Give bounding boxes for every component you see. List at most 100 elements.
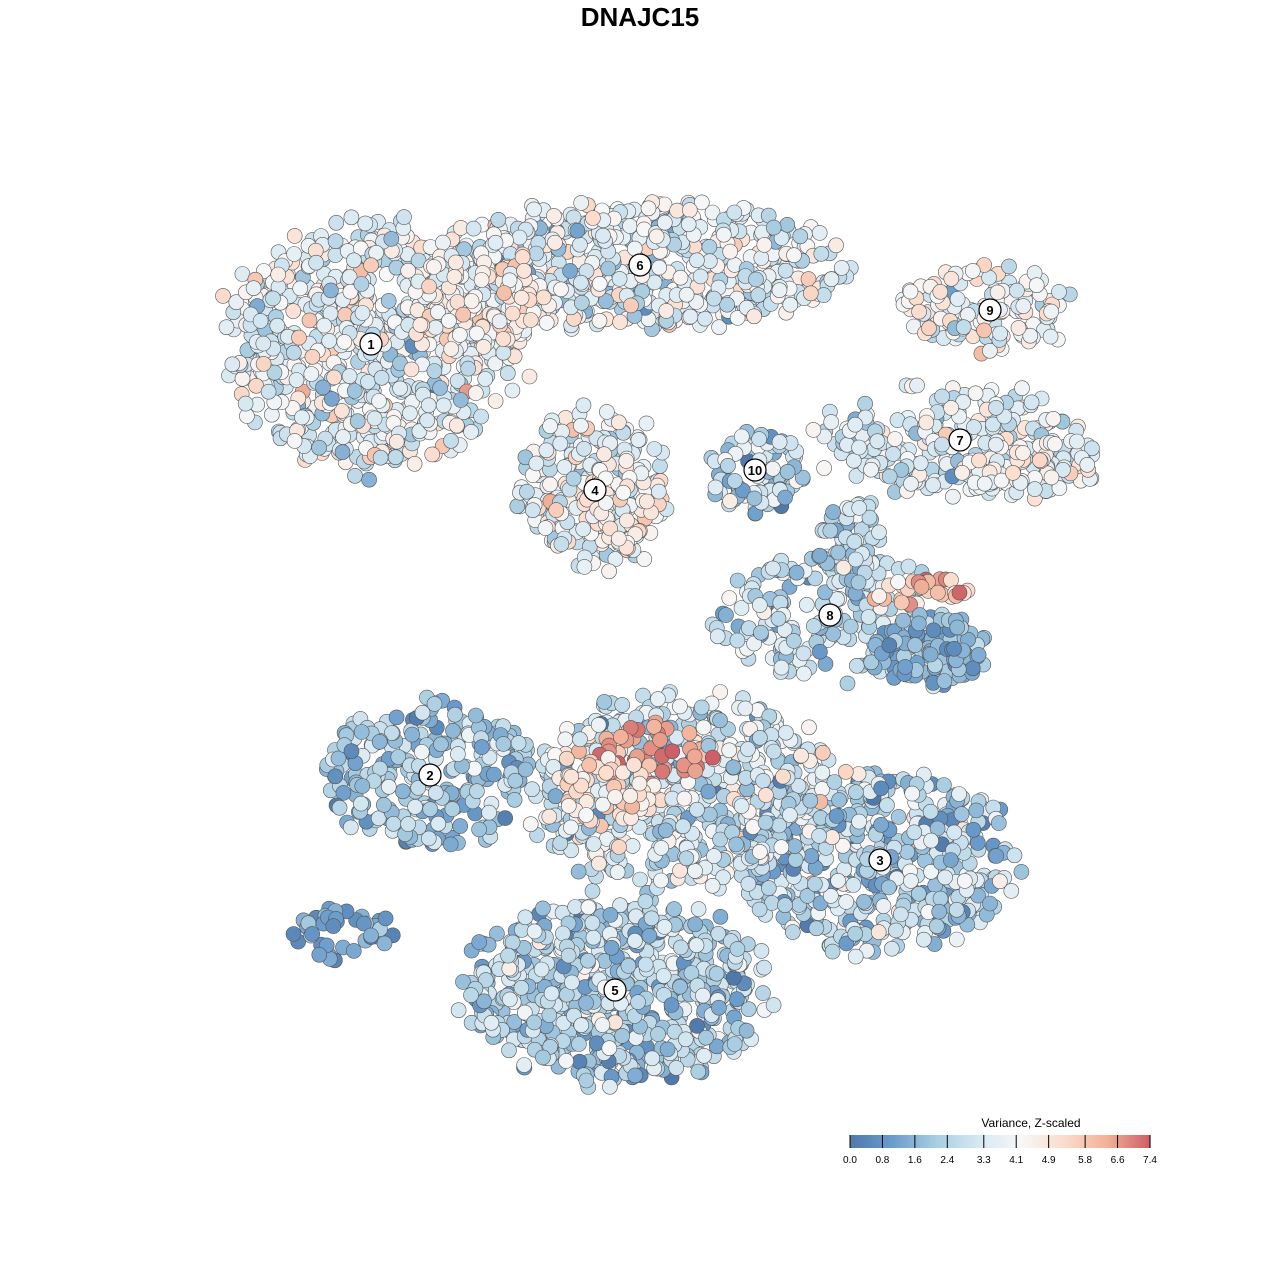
data-point [598,293,614,309]
data-point [915,931,932,948]
data-point [650,1026,666,1042]
data-point [805,422,822,438]
data-point [720,457,736,474]
data-point [658,303,675,319]
legend-tick-label: 4.9 [1042,1155,1056,1166]
data-point [336,334,353,350]
data-point [375,797,392,813]
data-point [883,940,900,957]
data-point [869,433,886,450]
data-point [451,327,468,343]
data-point [890,574,906,590]
data-point [500,947,516,964]
data-point [487,355,504,372]
data-point [269,317,286,334]
data-point [496,285,512,301]
cluster-label-text: 2 [426,768,433,783]
data-point [738,1022,755,1039]
data-point [327,768,344,785]
cluster-label-text: 1 [367,337,374,352]
data-point [910,885,927,902]
data-point [345,943,362,959]
data-point [922,646,939,663]
data-point [573,195,590,211]
data-point [785,633,802,649]
data-point [353,724,370,740]
data-point [347,467,363,484]
data-point [846,533,863,550]
data-point [304,348,321,365]
data-point [893,462,910,478]
data-point [573,1017,590,1033]
data-point [380,293,397,309]
data-point [452,392,469,408]
cluster-label-text: 4 [591,483,599,498]
data-point [353,276,370,292]
data-point [970,647,987,663]
data-point [487,234,504,251]
data-point [473,408,489,425]
data-point [678,286,695,303]
data-point [956,873,973,889]
data-point [1079,456,1096,473]
data-point [346,252,362,269]
data-point [683,965,700,981]
data-point [346,383,363,399]
data-point [756,959,772,976]
cluster-label-text: 7 [956,433,963,448]
data-point [651,259,668,276]
data-point [471,821,487,838]
data-point [516,262,532,279]
data-point [504,382,521,399]
data-point [522,312,539,328]
data-point [697,310,713,327]
data-point [880,879,897,896]
data-point [584,883,601,899]
data-point [341,269,358,285]
data-point [851,439,867,456]
data-point [873,816,889,833]
data-point [603,939,620,956]
data-point [489,925,505,942]
data-point [817,584,833,601]
legend-tick-label: 0.0 [843,1155,857,1166]
data-point [580,899,597,916]
data-point [830,872,846,889]
data-point [245,280,262,297]
data-point [909,377,925,394]
data-point [607,1014,624,1031]
data-point [824,829,840,846]
data-point [773,230,790,246]
data-point [1045,410,1062,427]
data-point [954,464,970,481]
cluster-label-3: 3 [868,848,892,872]
data-point [775,768,791,785]
data-point [793,747,809,764]
data-point [475,339,492,355]
data-point [740,1001,757,1018]
data-point [467,707,484,724]
data-point [910,615,927,632]
data-point [514,249,531,265]
data-point [881,468,898,485]
data-point [900,558,917,575]
data-point [380,778,397,795]
data-point [788,564,805,581]
cluster-label-10: 10 [743,458,767,482]
data-point [706,290,722,307]
data-point [1084,440,1100,457]
data-point [756,237,773,253]
data-point [689,1018,705,1034]
data-point [815,287,832,303]
data-point [224,356,241,373]
data-point [602,1079,618,1095]
data-point [270,266,287,283]
data-point [860,609,877,625]
data-point [565,470,582,487]
data-point [646,274,663,291]
data-point [630,432,647,448]
data-point [796,665,812,682]
data-point [266,364,283,381]
data-point [495,331,512,347]
data-point [591,275,608,292]
